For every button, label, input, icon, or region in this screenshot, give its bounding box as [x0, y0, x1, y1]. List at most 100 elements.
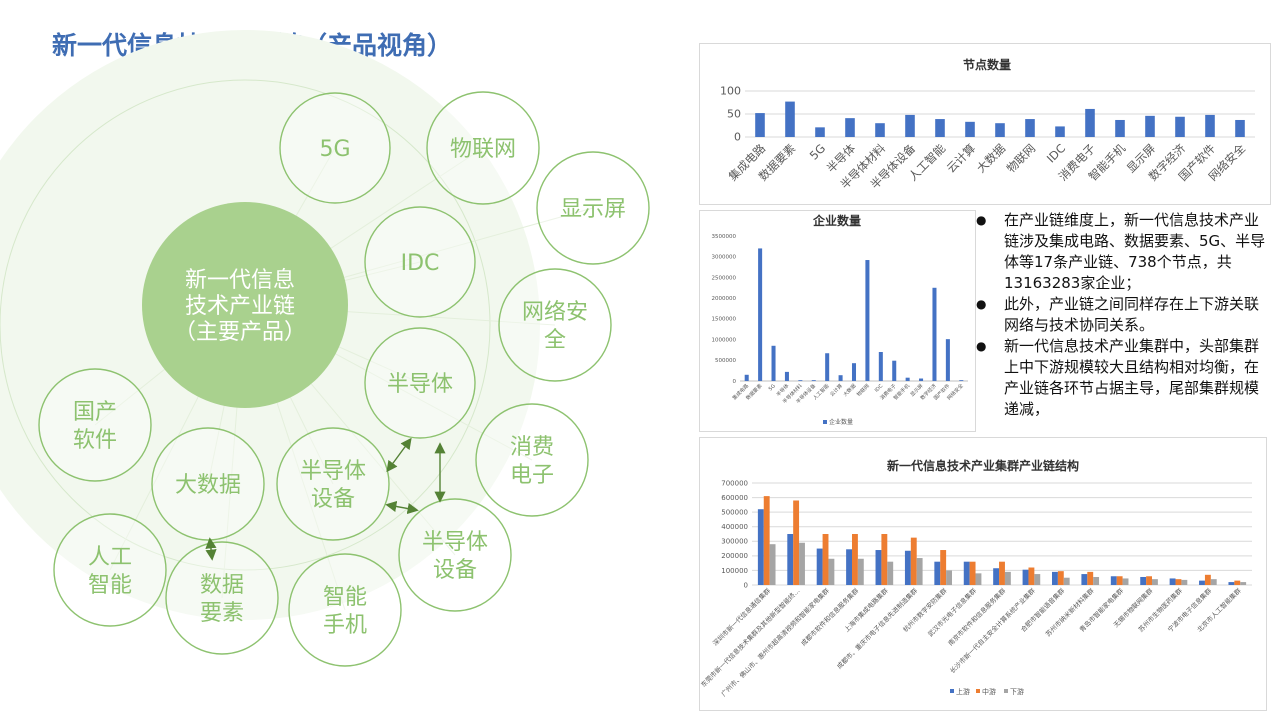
node-label: 手机 — [323, 613, 367, 638]
bar — [838, 375, 843, 381]
y-tick-label: 300000 — [721, 538, 748, 546]
node-circle: 半导体设备 — [276, 427, 390, 541]
y-tick-label: 0 — [733, 379, 737, 385]
node-label: 要素 — [200, 601, 244, 626]
center-label: （主要产品） — [174, 320, 306, 345]
node-label: 智能 — [323, 585, 367, 610]
bar — [905, 114, 915, 137]
bar — [816, 548, 823, 585]
legend-swatch — [823, 420, 827, 424]
bar — [875, 123, 885, 137]
bar — [799, 542, 805, 585]
node-label: 显示屏 — [560, 197, 626, 222]
bar — [904, 550, 911, 585]
bar — [798, 380, 803, 381]
legend-swatch — [1004, 689, 1008, 693]
bar — [963, 561, 970, 585]
legend-label: 企业数量 — [829, 418, 853, 426]
bar — [755, 113, 765, 137]
node-label: 国产 — [73, 400, 117, 425]
node-ring — [288, 553, 402, 667]
bar — [1152, 579, 1158, 585]
node-ring — [364, 206, 476, 318]
legend-label: 下游 — [1010, 687, 1024, 696]
bar — [1140, 576, 1147, 585]
y-tick-label: 2500000 — [712, 275, 737, 281]
bar — [916, 558, 923, 585]
node-circle: 数据要素 — [165, 541, 279, 655]
legend-swatch — [976, 689, 980, 693]
bar — [881, 534, 888, 585]
node-label: 软件 — [73, 428, 117, 453]
y-tick-label: 1500000 — [712, 317, 737, 323]
bar — [1004, 571, 1011, 585]
y-tick-label: 700000 — [721, 479, 748, 487]
bar — [1034, 574, 1041, 585]
y-tick-label: 500000 — [721, 508, 748, 516]
bar — [865, 260, 870, 381]
bar — [1025, 119, 1035, 137]
x-tick-label: 武汉市光电子信息集群 — [926, 586, 979, 639]
center-label: 新一代信息 — [185, 268, 295, 293]
bar — [846, 549, 852, 585]
bar — [1181, 579, 1188, 585]
bar — [940, 550, 947, 585]
x-tick-label: 大数据 — [974, 141, 1009, 176]
x-tick-label: IDC — [874, 383, 885, 394]
bar — [757, 509, 764, 585]
chart-title: 新一代信息技术产业集群产业链结构 — [887, 458, 1079, 473]
x-tick-label: 南京市软件和信息服务集群 — [946, 586, 1008, 648]
node-label: 半导体 — [422, 530, 488, 555]
y-tick-label: 100000 — [721, 567, 748, 575]
bar — [1122, 578, 1129, 585]
x-tick-label: 云计算 — [944, 141, 978, 175]
bar — [959, 380, 964, 381]
bar — [1052, 571, 1058, 585]
bar — [910, 537, 917, 585]
summary-bullets: 在产业链维度上，新一代信息技术产业链涉及集成电路、数据要素、5G、半导体等17条… — [976, 210, 1266, 420]
chart-title: 节点数量 — [963, 57, 1011, 72]
node-ring — [536, 151, 650, 265]
bar — [999, 561, 1005, 585]
bar — [811, 380, 816, 381]
bullet-item: 此外，产业链之间同样存在上下游关联网络与技术协同关系。 — [976, 294, 1266, 336]
bar — [787, 534, 794, 585]
node-circle: 智能手机 — [288, 553, 402, 667]
bar — [934, 561, 941, 585]
bar — [1085, 108, 1095, 137]
bar — [1110, 576, 1117, 585]
y-tick-label: 3500000 — [712, 234, 737, 240]
node-label: 物联网 — [450, 137, 516, 162]
node-ring — [364, 327, 476, 439]
node-circle: 消费电子 — [475, 403, 589, 517]
cluster-structure-chart: 新一代信息技术产业集群产业链结构 0 100000 200000 300000 40000… — [699, 437, 1267, 711]
relation-arrow — [386, 437, 412, 473]
node-circle: 显示屏 — [536, 151, 650, 265]
bar — [1240, 582, 1247, 585]
bar — [995, 123, 1005, 137]
node-ring — [38, 368, 152, 482]
relation-arrow — [385, 500, 419, 515]
node-circle: 国产软件 — [38, 368, 152, 482]
y-tick-label: 3000000 — [712, 255, 737, 261]
bar — [1081, 574, 1088, 585]
y-tick-label: 200000 — [721, 552, 748, 560]
node-ring — [475, 403, 589, 517]
bar — [1169, 578, 1176, 585]
y-tick-label: 0 — [744, 581, 748, 589]
legend-label: 中游 — [982, 687, 996, 696]
node-circle: 半导体 — [364, 327, 476, 439]
bar — [1116, 576, 1123, 585]
node-label: 消费 — [510, 435, 554, 460]
bar — [828, 558, 835, 585]
center-label: 技术产业链 — [185, 294, 295, 319]
bar — [932, 287, 937, 381]
node-circle: 5G — [279, 92, 391, 204]
y-tick-label: 600000 — [721, 494, 748, 502]
bar — [945, 339, 950, 381]
bar — [793, 500, 800, 585]
bar — [965, 121, 975, 137]
bar — [825, 353, 830, 381]
node-label: IDC — [401, 251, 440, 276]
bar — [769, 544, 776, 585]
